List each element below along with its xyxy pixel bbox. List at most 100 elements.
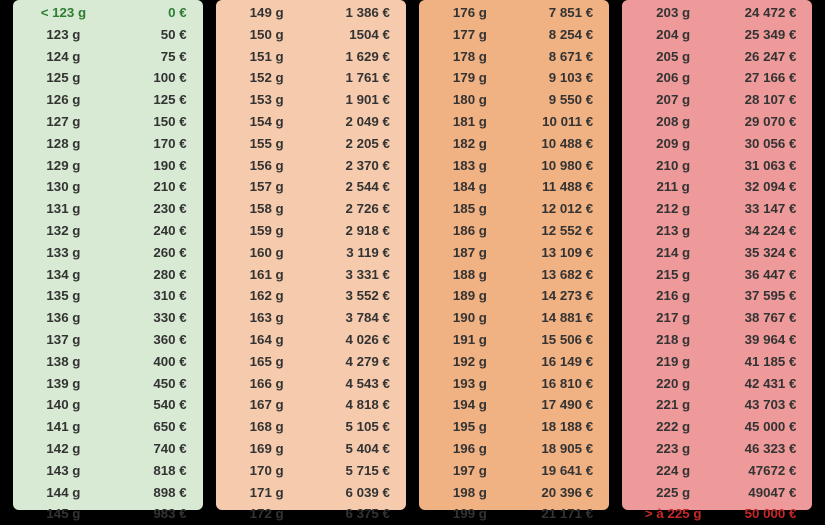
gram-value: 206 g [632, 67, 714, 89]
price-row: 128 g170 € [23, 133, 193, 155]
euro-value: 450 € [104, 373, 192, 395]
gram-value: 139 g [23, 373, 105, 395]
euro-value: 3 552 € [307, 285, 395, 307]
price-row: 150 g1504 € [226, 24, 396, 46]
price-row: 125 g100 € [23, 67, 193, 89]
gram-value: 186 g [429, 220, 511, 242]
price-row: 187 g13 109 € [429, 242, 599, 264]
gram-value: 193 g [429, 373, 511, 395]
price-row: 139 g450 € [23, 373, 193, 395]
euro-value: 27 166 € [714, 67, 802, 89]
price-row: 184 g11 488 € [429, 176, 599, 198]
price-row: 186 g12 552 € [429, 220, 599, 242]
gram-value: 167 g [226, 394, 308, 416]
gram-value: 162 g [226, 285, 308, 307]
gram-value: 180 g [429, 89, 511, 111]
euro-value: 12 552 € [511, 220, 599, 242]
price-row: 142 g740 € [23, 438, 193, 460]
euro-value: 3 784 € [307, 307, 395, 329]
gram-value: 155 g [226, 133, 308, 155]
gram-value: 181 g [429, 111, 511, 133]
euro-value: 0 € [104, 2, 192, 24]
gram-value: 215 g [632, 264, 714, 286]
gram-value: 223 g [632, 438, 714, 460]
euro-value: 2 918 € [307, 220, 395, 242]
gram-value: 217 g [632, 307, 714, 329]
gram-value: 129 g [23, 155, 105, 177]
euro-value: 15 506 € [511, 329, 599, 351]
price-row: 131 g230 € [23, 198, 193, 220]
euro-value: 34 224 € [714, 220, 802, 242]
euro-value: 30 056 € [714, 133, 802, 155]
gram-value: 125 g [23, 67, 105, 89]
gram-value: 134 g [23, 264, 105, 286]
euro-value: 17 490 € [511, 394, 599, 416]
gram-value: 157 g [226, 176, 308, 198]
gram-value: 203 g [632, 2, 714, 24]
price-row: 225 g49047 € [632, 482, 802, 504]
euro-value: 2 049 € [307, 111, 395, 133]
price-row: 171 g6 039 € [226, 482, 396, 504]
euro-value: 330 € [104, 307, 192, 329]
price-row: 172 g6 375 € [226, 503, 396, 525]
euro-value: 2 370 € [307, 155, 395, 177]
price-row: 204 g25 349 € [632, 24, 802, 46]
gram-value: 130 g [23, 176, 105, 198]
euro-value: 39 964 € [714, 329, 802, 351]
price-row: 190 g14 881 € [429, 307, 599, 329]
euro-value: 3 119 € [307, 242, 395, 264]
euro-value: 21 171 € [511, 503, 599, 525]
price-row: 154 g2 049 € [226, 111, 396, 133]
price-row: 129 g190 € [23, 155, 193, 177]
price-row: 130 g210 € [23, 176, 193, 198]
price-row: 153 g1 901 € [226, 89, 396, 111]
euro-value: 18 188 € [511, 416, 599, 438]
euro-value: 6 375 € [307, 503, 395, 525]
price-row: 123 g50 € [23, 24, 193, 46]
euro-value: 41 185 € [714, 351, 802, 373]
euro-value: 2 544 € [307, 176, 395, 198]
price-row: 192 g16 149 € [429, 351, 599, 373]
price-row: 176 g7 851 € [429, 2, 599, 24]
price-row: 177 g8 254 € [429, 24, 599, 46]
gram-value: 222 g [632, 416, 714, 438]
euro-value: 20 396 € [511, 482, 599, 504]
gram-value: 214 g [632, 242, 714, 264]
euro-value: 740 € [104, 438, 192, 460]
gram-value: 135 g [23, 285, 105, 307]
gram-value: 178 g [429, 46, 511, 68]
gram-value: 145 g [23, 503, 105, 525]
euro-value: 260 € [104, 242, 192, 264]
price-row: 160 g3 119 € [226, 242, 396, 264]
gram-value: > à 225 g [632, 503, 714, 525]
euro-value: 650 € [104, 416, 192, 438]
euro-value: 100 € [104, 67, 192, 89]
price-row: 169 g5 404 € [226, 438, 396, 460]
price-column-1: < 123 g0 €123 g50 €124 g75 €125 g100 €12… [13, 0, 203, 510]
price-row: 179 g9 103 € [429, 67, 599, 89]
price-row: 217 g38 767 € [632, 307, 802, 329]
euro-value: 46 323 € [714, 438, 802, 460]
euro-value: 49047 € [714, 482, 802, 504]
gram-value: 187 g [429, 242, 511, 264]
euro-value: 11 488 € [511, 176, 599, 198]
euro-value: 5 105 € [307, 416, 395, 438]
price-row: 158 g2 726 € [226, 198, 396, 220]
price-row: 182 g10 488 € [429, 133, 599, 155]
euro-value: 10 488 € [511, 133, 599, 155]
gram-value: 133 g [23, 242, 105, 264]
price-row: 159 g2 918 € [226, 220, 396, 242]
price-row: 185 g12 012 € [429, 198, 599, 220]
gram-value: 190 g [429, 307, 511, 329]
price-row: 151 g1 629 € [226, 46, 396, 68]
price-row: 207 g28 107 € [632, 89, 802, 111]
price-row: < 123 g0 € [23, 2, 193, 24]
euro-value: 18 905 € [511, 438, 599, 460]
euro-value: 14 273 € [511, 285, 599, 307]
gram-value: 126 g [23, 89, 105, 111]
euro-value: 24 472 € [714, 2, 802, 24]
price-row: 205 g26 247 € [632, 46, 802, 68]
price-row: 188 g13 682 € [429, 264, 599, 286]
price-row: 198 g20 396 € [429, 482, 599, 504]
gram-value: 209 g [632, 133, 714, 155]
